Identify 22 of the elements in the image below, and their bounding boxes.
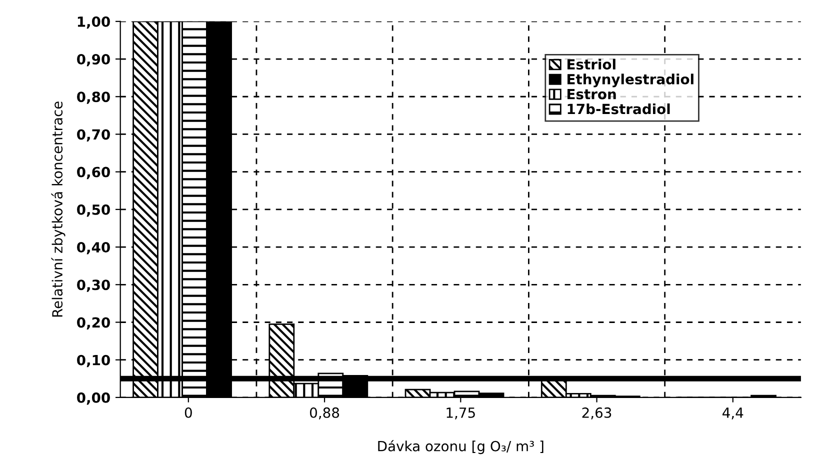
y-tick-label: 0,10 bbox=[77, 354, 110, 368]
legend-label: Estron bbox=[568, 89, 616, 100]
y-tick-label: 1,00 bbox=[78, 16, 110, 29]
y-tick-label: 0,80 bbox=[77, 92, 110, 104]
y-axis-title: Relativní zbytková koncentrace bbox=[51, 102, 66, 317]
x-tick-label: 2,63 bbox=[582, 407, 612, 420]
y-tick-label: 0,70 bbox=[77, 129, 110, 142]
y-tick-label: 0,20 bbox=[77, 317, 110, 330]
y-tick-label: 0,50 bbox=[77, 204, 110, 217]
x-axis-title: Dávka ozonu [g O₃/ m³ ] bbox=[378, 440, 544, 454]
legend-label: Estriol bbox=[568, 58, 616, 70]
x-tick-label: 0 bbox=[184, 407, 192, 418]
legend-label: 17b-Estradiol bbox=[568, 103, 670, 114]
y-tick-label: 0,60 bbox=[77, 166, 110, 180]
x-tick-label: 1,75 bbox=[446, 408, 475, 420]
legend-label: Ethynylestradiol bbox=[568, 74, 694, 88]
y-tick-label: 0,40 bbox=[77, 242, 110, 254]
y-tick-label: 0,30 bbox=[77, 280, 110, 292]
y-tick-label: 0,00 bbox=[77, 392, 110, 405]
x-tick-label: 0,88 bbox=[310, 407, 340, 420]
x-tick-label: 4,4 bbox=[722, 408, 744, 420]
y-tick-label: 0,90 bbox=[77, 54, 110, 66]
